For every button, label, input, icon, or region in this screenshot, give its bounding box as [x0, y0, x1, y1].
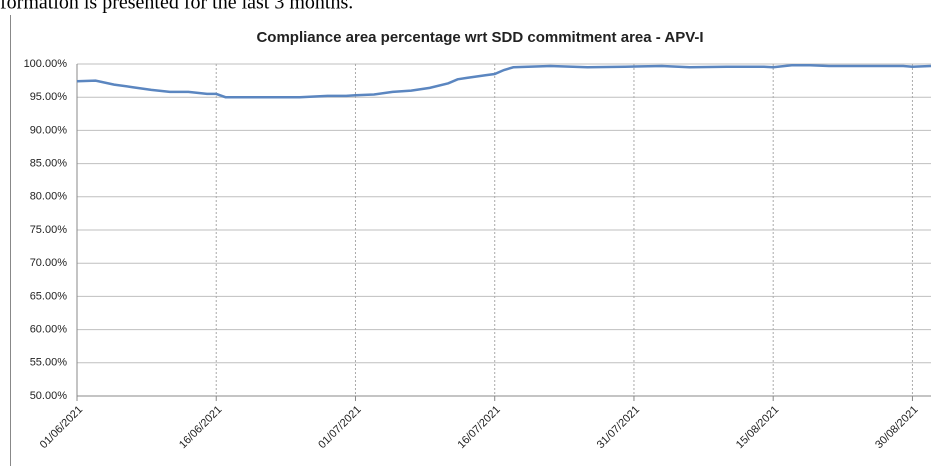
- x-tick-label: 30/08/2021: [873, 404, 920, 451]
- y-tick-label: 50.00%: [30, 390, 68, 402]
- y-tick-label: 60.00%: [30, 324, 68, 336]
- y-tick-label: 75.00%: [30, 224, 68, 236]
- chart-title: Compliance area percentage wrt SDD commi…: [256, 29, 703, 46]
- y-tick-label: 90.00%: [30, 124, 68, 136]
- caption: formation is presented for the last 3 mo…: [0, 0, 353, 14]
- y-tick-label: 95.00%: [30, 91, 68, 103]
- y-tick-label: 55.00%: [30, 357, 68, 369]
- x-tick-label: 15/08/2021: [734, 404, 781, 451]
- x-tick-label: 31/07/2021: [595, 404, 642, 451]
- x-tick-label: 16/07/2021: [455, 404, 502, 451]
- x-tick-label: 16/06/2021: [177, 404, 224, 451]
- y-tick-label: 65.00%: [30, 290, 68, 302]
- y-tick-label: 100.00%: [24, 58, 68, 70]
- series-line: [76, 64, 932, 99]
- y-tick-label: 85.00%: [30, 158, 68, 170]
- y-tick-label: 70.00%: [30, 257, 68, 269]
- y-tick-label: 80.00%: [30, 191, 68, 203]
- x-tick-label: 01/06/2021: [38, 404, 85, 451]
- x-tick-label: 01/07/2021: [316, 404, 363, 451]
